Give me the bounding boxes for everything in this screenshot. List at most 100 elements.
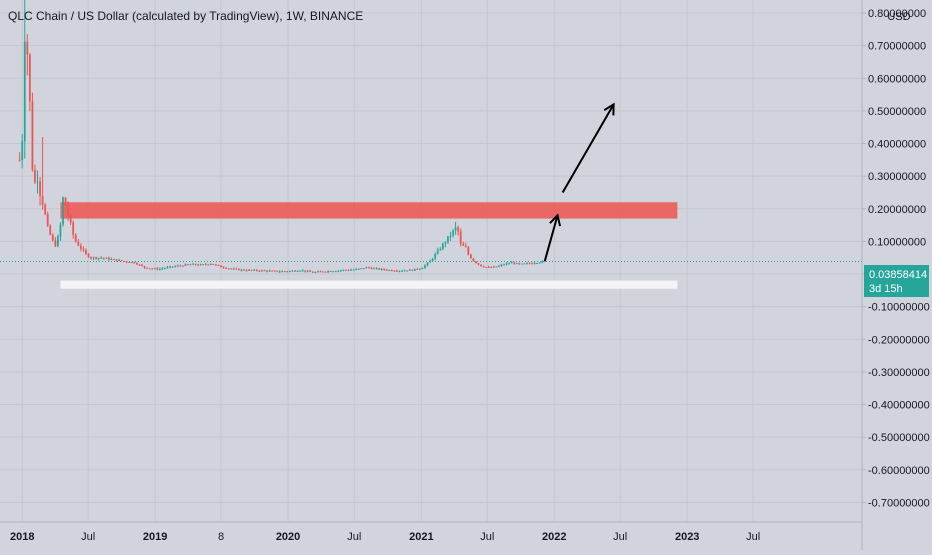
candle-body xyxy=(368,267,370,269)
candle-body xyxy=(413,268,416,271)
candle-body xyxy=(309,270,312,272)
candle-body xyxy=(393,270,396,272)
candle-body xyxy=(475,261,477,264)
candle-body xyxy=(452,230,454,236)
candle-body xyxy=(115,259,118,261)
candle-body xyxy=(490,267,493,269)
candle-body xyxy=(174,266,177,268)
candle-body xyxy=(477,263,480,265)
candle-body xyxy=(95,257,98,259)
price-axis[interactable]: USD 0.80000000 0.70000000 0.60000000 0.5000… xyxy=(861,0,930,550)
candle-body xyxy=(503,264,505,266)
x-tick-label: 8 xyxy=(218,531,224,543)
candle-body xyxy=(531,263,533,265)
candle-body xyxy=(151,268,154,270)
candle-body xyxy=(388,270,391,272)
candle-body xyxy=(69,215,72,223)
last-price-badge: 0.03858414 3d 15h xyxy=(864,265,929,297)
candle-body xyxy=(36,181,39,183)
time-axis[interactable]: 2018 Jul 2019 8 2020 Jul 2021 Jul 2022 Jul 2023 Jul xyxy=(0,521,862,543)
candle-body xyxy=(370,267,373,269)
candle-body xyxy=(41,196,44,205)
x-tick-label: Jul xyxy=(746,531,760,543)
candle-body xyxy=(406,270,409,272)
y-tick-label: -0.40000000 xyxy=(868,400,930,412)
candle-body xyxy=(444,242,447,244)
candle-body xyxy=(355,269,358,271)
candle-body xyxy=(294,270,296,272)
candle-body xyxy=(253,269,256,271)
candle-body xyxy=(339,270,342,272)
candle-body xyxy=(166,267,169,269)
candle-body xyxy=(110,259,113,261)
candle-body xyxy=(113,259,115,261)
candle-body xyxy=(123,261,126,263)
candle-body xyxy=(54,240,57,247)
y-tick-label: -0.70000000 xyxy=(868,497,930,509)
candle-body xyxy=(271,270,273,272)
candle-body xyxy=(187,264,189,266)
arrow-head xyxy=(603,102,615,116)
candle-body xyxy=(500,264,503,266)
candle-body xyxy=(209,263,212,265)
candle-body xyxy=(87,253,90,258)
candle-body xyxy=(39,181,41,197)
candle-body xyxy=(396,270,398,272)
candle-body xyxy=(217,264,220,266)
candle-body xyxy=(215,264,217,266)
candle-body xyxy=(411,269,414,271)
candle-body xyxy=(240,269,243,271)
candle-body xyxy=(125,261,128,263)
y-tick-label: 0.60000000 xyxy=(868,73,926,85)
candle-body xyxy=(120,260,123,262)
y-tick-labels: 0.80000000 0.70000000 0.60000000 0.50000000… xyxy=(862,8,930,509)
candles xyxy=(18,0,546,274)
candle-body xyxy=(21,141,24,160)
x-tick-label: Jul xyxy=(613,531,627,543)
candle-body xyxy=(429,260,431,263)
zones xyxy=(60,202,678,289)
candle-body xyxy=(416,268,419,270)
candle-body xyxy=(533,263,536,265)
candle-body xyxy=(314,272,317,274)
candle-body xyxy=(334,271,337,273)
candle-body xyxy=(79,245,82,249)
candle-body xyxy=(51,234,54,241)
candle-body xyxy=(283,271,286,273)
candle-body xyxy=(401,270,403,272)
candle-body xyxy=(291,270,294,272)
candle-body xyxy=(347,270,350,272)
candle-body xyxy=(360,268,363,270)
candle-body xyxy=(62,197,64,225)
candle-body xyxy=(327,271,330,273)
candle-body xyxy=(528,263,531,265)
x-tick-label: 2021 xyxy=(409,531,433,543)
candle-body xyxy=(322,271,324,273)
candle-body xyxy=(171,266,174,268)
candle-body xyxy=(357,268,360,270)
candle-body xyxy=(258,270,261,272)
short-arrow xyxy=(543,213,562,262)
support-zone xyxy=(60,280,678,289)
candle-body xyxy=(385,269,388,271)
candle-body xyxy=(441,243,444,249)
candle-body xyxy=(102,257,105,259)
candle-body xyxy=(426,262,429,266)
x-tick-label: 2022 xyxy=(542,531,566,543)
candle-body xyxy=(378,268,380,270)
candle-body xyxy=(439,248,442,250)
candle-body xyxy=(457,227,460,232)
candle-body xyxy=(100,257,103,259)
candle-body xyxy=(362,268,365,270)
candle-body xyxy=(268,270,271,272)
candle-body xyxy=(434,253,437,259)
candle-body xyxy=(202,264,205,266)
chart-title: QLC Chain / US Dollar (calculated by Tra… xyxy=(8,9,363,23)
candle-body xyxy=(207,264,210,266)
candle-body xyxy=(118,260,120,262)
candle-body xyxy=(105,257,108,259)
candle-body xyxy=(390,270,393,272)
y-tick-label: -0.10000000 xyxy=(868,302,930,314)
